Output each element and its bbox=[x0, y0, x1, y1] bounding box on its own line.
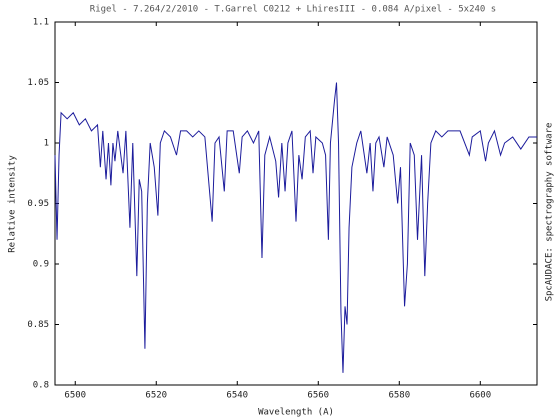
y-axis-label: Relative intensity bbox=[8, 155, 18, 253]
x-axis-label: Wavelength (A) bbox=[258, 408, 334, 418]
y-tick-label: 0.9 bbox=[33, 260, 49, 270]
y-tick-label: 1.1 bbox=[33, 18, 49, 28]
x-tick-label: 6520 bbox=[145, 391, 167, 401]
x-tick-label: 6540 bbox=[226, 391, 248, 401]
y-tick-label: 0.95 bbox=[27, 199, 49, 209]
chart-title: Rigel - 7.264/2/2010 - T.Garrel C0212 + … bbox=[90, 5, 496, 15]
x-tick-label: 6500 bbox=[64, 391, 86, 401]
x-tick-label: 6560 bbox=[307, 391, 329, 401]
y-tick-label: 0.85 bbox=[27, 320, 49, 330]
y-tick-label: 0.8 bbox=[33, 381, 49, 391]
x-tick-label: 6600 bbox=[469, 391, 491, 401]
plot-frame bbox=[54, 21, 538, 386]
y-tick-label: 1.05 bbox=[27, 78, 49, 88]
spectrum-line bbox=[54, 82, 537, 373]
side-note: SpcAUDACE: spectrography software bbox=[545, 123, 555, 302]
y-tick-label: 1 bbox=[44, 139, 49, 149]
x-tick-label: 6580 bbox=[388, 391, 410, 401]
